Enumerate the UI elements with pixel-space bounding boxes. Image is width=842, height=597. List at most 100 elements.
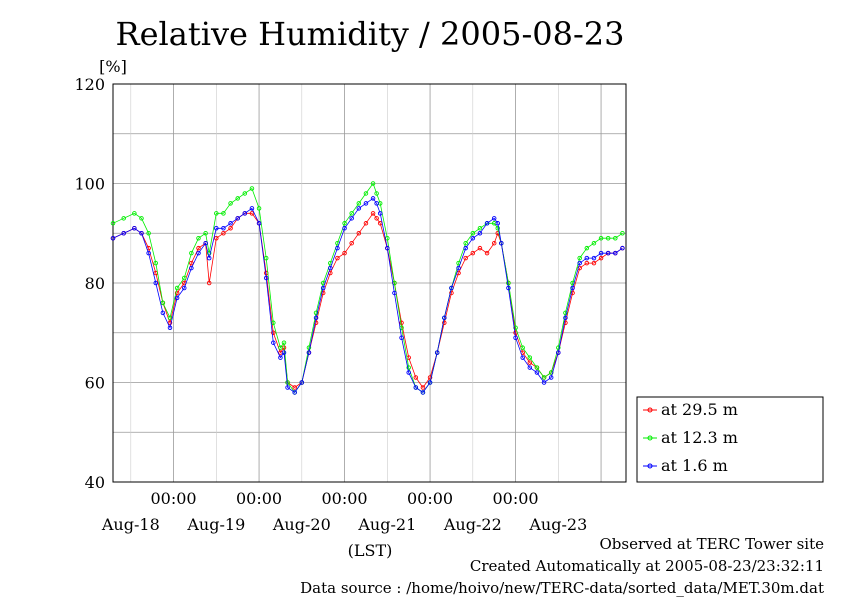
- data-point: [620, 245, 625, 251]
- data-point: [249, 211, 255, 216]
- data-point: [292, 385, 297, 390]
- x-date-label: Aug-23: [528, 515, 587, 534]
- data-point: [570, 285, 575, 291]
- data-point: [392, 290, 397, 296]
- data-point: [263, 275, 269, 281]
- data-point: [299, 380, 305, 385]
- data-point: [356, 201, 362, 206]
- data-point: [470, 250, 476, 256]
- y-tick-label: 60: [85, 374, 105, 393]
- data-point: [189, 265, 194, 271]
- x-date-label: Aug-19: [186, 515, 245, 534]
- data-point: [598, 235, 604, 241]
- data-point: [271, 340, 276, 345]
- data-point: [110, 235, 116, 241]
- data-point: [541, 380, 547, 385]
- data-point: [256, 221, 262, 226]
- x-time-tick-label: 00:00: [407, 489, 453, 508]
- data-point: [181, 285, 187, 291]
- data-point: [228, 226, 233, 231]
- data-point: [584, 255, 590, 261]
- data-point: [442, 320, 447, 326]
- data-point: [121, 230, 126, 236]
- data-point: [374, 191, 379, 196]
- y-tick-label: 120: [74, 75, 105, 94]
- chart-title: Relative Humidity / 2005-08-23: [116, 15, 625, 53]
- data-point: [221, 226, 226, 231]
- data-point: [349, 240, 354, 246]
- data-point: [263, 255, 269, 261]
- data-point: [313, 315, 319, 321]
- data-point: [249, 186, 255, 191]
- data-point: [377, 211, 383, 216]
- data-point: [320, 285, 326, 291]
- data-point: [584, 260, 590, 266]
- data-point: [477, 230, 483, 236]
- y-axis-unit-label: [%]: [99, 57, 127, 76]
- data-point: [613, 235, 618, 241]
- data-point: [556, 345, 561, 350]
- series-line: [112, 197, 623, 393]
- data-point: [281, 340, 287, 345]
- data-point: [306, 350, 312, 355]
- data-point: [370, 196, 376, 201]
- data-point: [221, 230, 226, 236]
- data-point: [584, 245, 590, 251]
- data-point: [153, 280, 158, 286]
- data-point: [110, 221, 116, 226]
- data-point: [206, 255, 212, 261]
- data-point: [242, 211, 248, 216]
- footer-created: Created Automatically at 2005-08-23/23:3…: [469, 557, 824, 575]
- data-point: [132, 226, 137, 231]
- data-point: [385, 245, 390, 251]
- legend-swatch-marker: [647, 435, 653, 441]
- data-point: [235, 216, 240, 221]
- data-point: [527, 365, 533, 370]
- data-point: [146, 250, 151, 256]
- data-point: [434, 350, 440, 355]
- series-line: [112, 212, 623, 389]
- data-point: [484, 250, 490, 256]
- data-point: [463, 255, 468, 261]
- data-point: [132, 211, 137, 216]
- footer-observed: Observed at TERC Tower site: [599, 535, 824, 553]
- data-point: [449, 290, 454, 296]
- data-point: [174, 285, 180, 291]
- data-point: [534, 370, 540, 375]
- y-tick-label: 40: [85, 473, 105, 492]
- data-point: [541, 375, 547, 380]
- data-point: [520, 345, 525, 350]
- data-point: [470, 230, 476, 236]
- data-point: [335, 255, 340, 261]
- data-point: [196, 235, 201, 241]
- data-point: [335, 245, 340, 251]
- series-at-29-5-m: [110, 211, 625, 390]
- data-point: [160, 300, 166, 306]
- series-layer: [110, 181, 625, 395]
- data-point: [221, 211, 226, 216]
- data-point: [328, 265, 333, 271]
- data-point: [513, 335, 518, 340]
- data-point: [420, 390, 426, 395]
- data-point: [506, 285, 511, 291]
- data-point: [363, 191, 369, 196]
- data-point: [591, 255, 597, 261]
- x-time-tick-label: 00:00: [151, 489, 197, 508]
- data-point: [470, 235, 476, 241]
- data-point: [292, 390, 297, 395]
- data-point: [306, 345, 312, 350]
- data-point: [605, 235, 611, 241]
- data-point: [356, 230, 362, 236]
- data-point: [342, 221, 347, 226]
- data-point: [420, 385, 426, 390]
- data-point: [577, 255, 582, 261]
- data-point: [228, 221, 233, 226]
- series-line: [112, 182, 623, 394]
- data-point: [491, 240, 497, 246]
- data-point: [442, 315, 447, 321]
- data-point: [591, 240, 597, 246]
- data-point: [613, 250, 618, 256]
- data-point: [477, 245, 483, 251]
- data-point: [413, 375, 419, 380]
- data-point: [167, 325, 173, 331]
